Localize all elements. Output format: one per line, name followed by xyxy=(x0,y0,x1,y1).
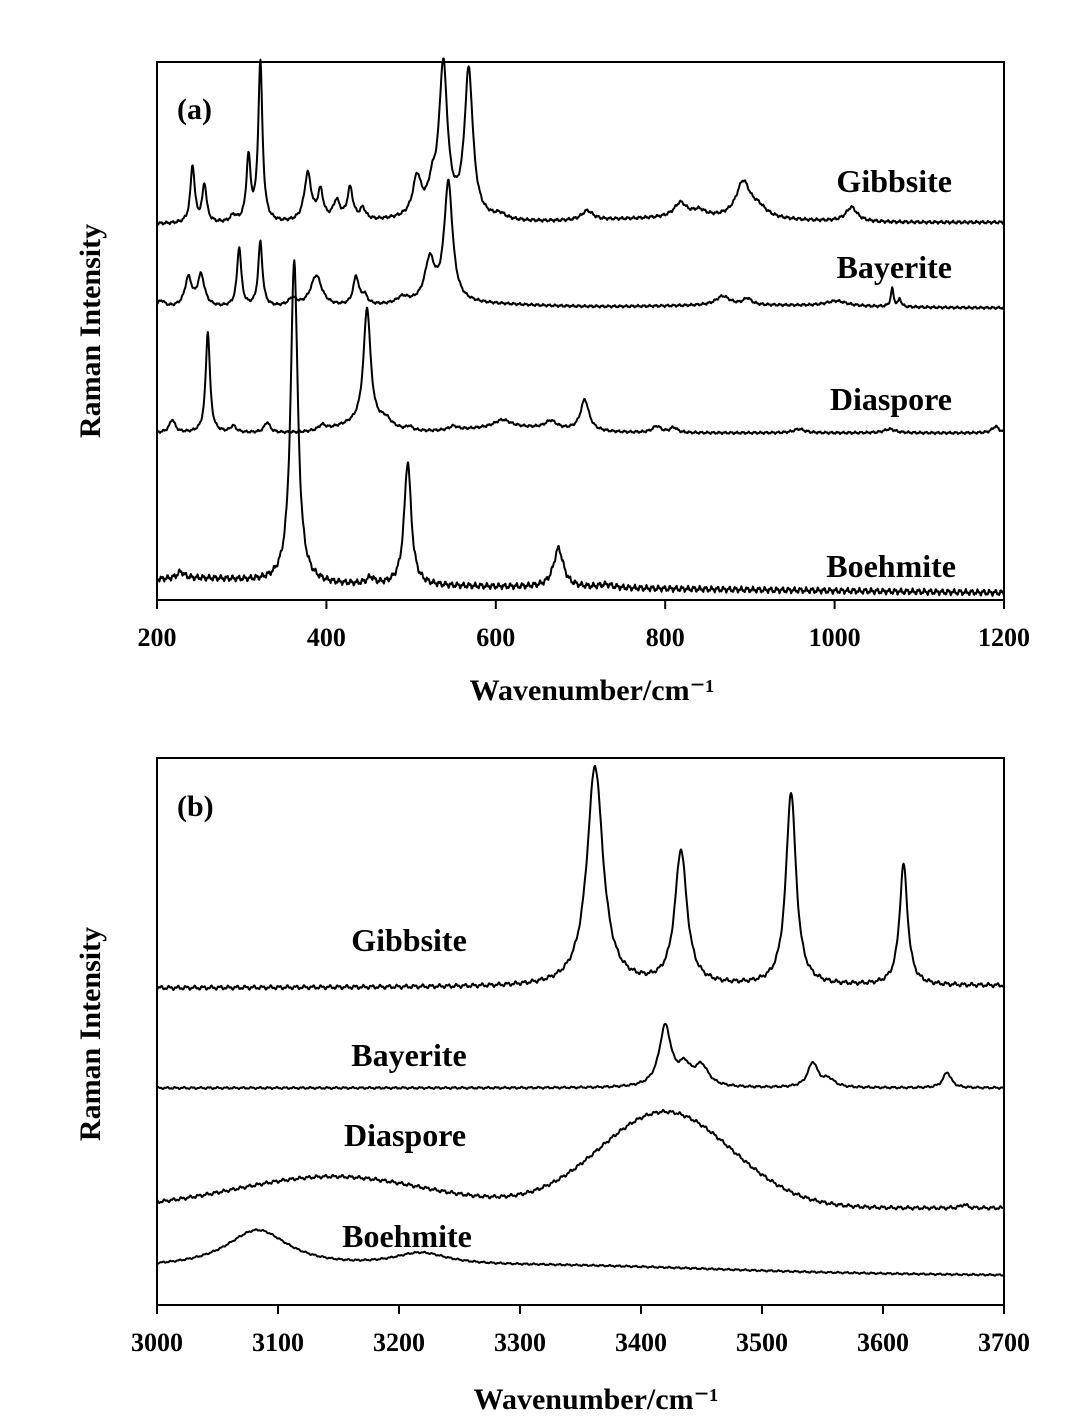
diaspore-spectrum-b xyxy=(156,1108,1005,1211)
gibbsite-spectrum-a xyxy=(156,57,1005,226)
gibbsite-label-b: Gibbsite xyxy=(351,922,467,958)
x-tick-label: 200 xyxy=(138,623,177,652)
boehmite-spectrum-b xyxy=(156,1228,1005,1277)
x-tick-label: 3000 xyxy=(131,1328,183,1357)
x-tick-label: 1200 xyxy=(978,623,1030,652)
gibbsite-spectrum-b xyxy=(156,764,1005,991)
x-tick-label: 3100 xyxy=(252,1328,304,1357)
diaspore-label-a: Diaspore xyxy=(830,381,952,417)
bayerite-label-a: Bayerite xyxy=(837,249,953,285)
diaspore-label-b: Diaspore xyxy=(344,1117,466,1153)
x-tick-label: 600 xyxy=(476,623,515,652)
panel-b-x-ticks: 3000 3100 3200 3300 3400 3500 3600 3700 xyxy=(131,1305,1030,1357)
panel-a-x-axis-title: Wavenumber/cm⁻¹ xyxy=(470,674,715,707)
x-tick-label: 3200 xyxy=(373,1328,425,1357)
panel-a-y-axis-title: Raman Intensity xyxy=(74,224,107,438)
panel-a-tag: (a) xyxy=(177,93,212,126)
panel-a-x-ticks: 200 400 600 800 1000 1200 xyxy=(138,600,1030,652)
panel-b-y-axis-title: Raman Intensity xyxy=(74,927,107,1141)
x-tick-label: 400 xyxy=(307,623,346,652)
x-tick-label: 3300 xyxy=(494,1328,546,1357)
x-tick-label: 3700 xyxy=(978,1328,1030,1357)
x-tick-label: 800 xyxy=(646,623,685,652)
x-tick-label: 3500 xyxy=(736,1328,788,1357)
panel-b: (b) Gibbsite Bayerite Diaspore Boehmite … xyxy=(74,757,1030,1416)
gibbsite-label-a: Gibbsite xyxy=(836,163,952,199)
panel-b-tag: (b) xyxy=(177,790,214,823)
panel-a-traces xyxy=(156,57,1005,597)
panel-b-x-axis-title: Wavenumber/cm⁻¹ xyxy=(474,1383,719,1416)
x-tick-label: 1000 xyxy=(809,623,861,652)
bayerite-spectrum-b xyxy=(156,1022,1005,1091)
panel-a-frame xyxy=(156,61,1005,601)
boehmite-label-a: Boehmite xyxy=(826,548,956,584)
bayerite-spectrum-a xyxy=(156,178,1005,311)
panel-a: (a) Gibbsite Bayerite Diaspore Boehmite … xyxy=(74,57,1030,707)
x-tick-label: 3400 xyxy=(615,1328,667,1357)
x-tick-label: 3600 xyxy=(857,1328,909,1357)
boehmite-spectrum-a xyxy=(156,259,1005,597)
bayerite-label-b: Bayerite xyxy=(351,1037,467,1073)
panel-b-traces xyxy=(156,764,1005,1277)
boehmite-label-b: Boehmite xyxy=(342,1218,472,1254)
panel-b-frame xyxy=(156,757,1005,1306)
